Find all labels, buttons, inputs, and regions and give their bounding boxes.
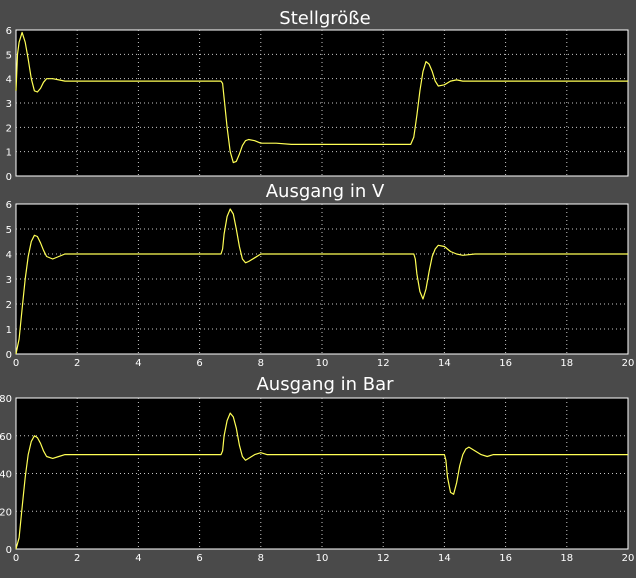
x-tick-label: 6	[196, 358, 202, 369]
x-tick-label: 20	[622, 358, 635, 369]
plot-title-ausgang-v: Ausgang in V	[266, 181, 385, 202]
x-tick-label: 2	[74, 553, 80, 564]
y-tick-label: 0	[6, 545, 12, 556]
y-tick-label: 1	[6, 148, 12, 159]
y-tick-label: 6	[6, 200, 12, 211]
x-tick-label: 8	[258, 358, 264, 369]
x-tick-label: 20	[622, 553, 635, 564]
y-tick-label: 6	[6, 26, 12, 37]
y-tick-label: 4	[6, 75, 12, 86]
signal-trace-ausgang-bar	[15, 412, 628, 550]
y-tick-label: 1	[6, 325, 12, 336]
y-tick-label: 3	[6, 99, 12, 110]
x-tick-label: 2	[74, 358, 80, 369]
y-tick-label: 0	[6, 350, 12, 361]
plot-ausgang-bar: 0 2 4 6 8 10 12 14 16 18 20 0 20 40 60 80	[0, 394, 634, 564]
y-tick-label: 5	[6, 50, 12, 61]
y-tick-label: 5	[6, 225, 12, 236]
signal-trace-stellgroesse	[15, 31, 628, 164]
x-tick-label: 12	[377, 553, 390, 564]
y-tick-label: 0	[6, 172, 12, 183]
x-tick-label: 0	[13, 553, 19, 564]
plot-stellgroesse: 0 1 2 3 4 5 6	[6, 26, 629, 183]
y-tick-label: 2	[6, 300, 12, 311]
y-tick-label: 60	[0, 432, 12, 443]
y-tick-label: 3	[6, 275, 12, 286]
x-tick-label: 18	[560, 358, 573, 369]
y-tick-label: 20	[0, 507, 12, 518]
x-tick-label: 4	[135, 358, 141, 369]
x-tick-label: 14	[438, 553, 451, 564]
x-tick-label: 12	[377, 358, 390, 369]
y-tick-label: 40	[0, 470, 12, 481]
plot-title-stellgroesse: Stellgröße	[279, 8, 370, 29]
signal-trace-ausgang-v	[15, 208, 628, 355]
x-tick-label: 0	[13, 358, 19, 369]
y-tick-label: 80	[0, 394, 12, 405]
y-tick-label: 4	[6, 250, 12, 261]
y-tick-label: 2	[6, 123, 12, 134]
x-tick-label: 4	[135, 553, 141, 564]
axes-area-ausgang-bar	[15, 397, 629, 550]
x-tick-label: 14	[438, 358, 451, 369]
x-tick-label: 18	[560, 553, 573, 564]
x-tick-label: 6	[196, 553, 202, 564]
x-tick-label: 16	[499, 358, 512, 369]
x-tick-label: 8	[258, 553, 264, 564]
x-tick-label: 10	[316, 358, 329, 369]
x-tick-label: 16	[499, 553, 512, 564]
plot-title-ausgang-bar: Ausgang in Bar	[256, 374, 394, 395]
x-tick-label: 10	[316, 553, 329, 564]
